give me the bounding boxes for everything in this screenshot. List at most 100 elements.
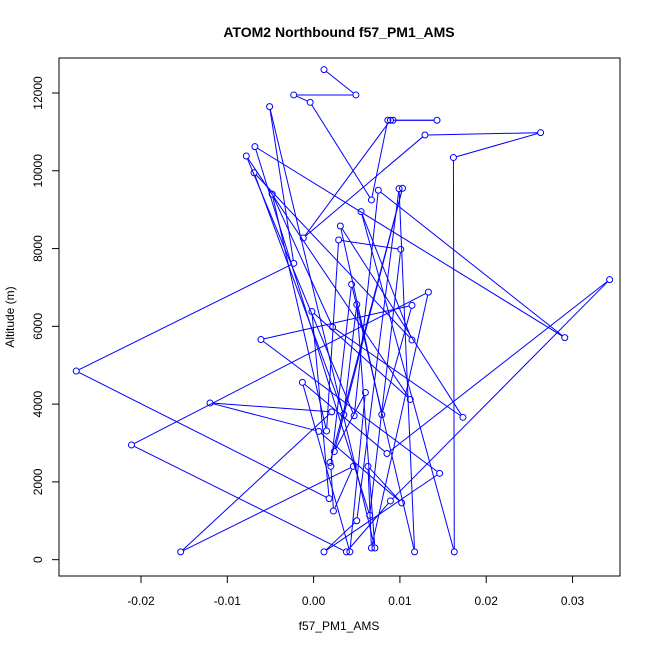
series-line-segment [334,328,461,417]
series-line-segment [325,522,355,551]
series-line-segment [311,104,371,198]
data-point [320,548,328,556]
data-point [315,427,323,435]
data-point [433,116,441,124]
series-line-segment [320,432,400,502]
series-line-segment [356,307,376,546]
series-line-segment [182,413,330,551]
series-line-segment [398,191,415,549]
series-line-segment [369,252,401,513]
data-point [367,196,375,204]
series-line-segment [456,133,538,158]
series-line-segment [254,175,344,412]
series-line-segment [330,287,352,464]
series-line-segment [305,136,423,237]
data-point [366,511,374,519]
data-point [384,116,392,124]
x-tick-label: 0.00 [302,594,326,608]
data-point [424,288,432,296]
series-line-segment [334,468,353,509]
series-line-segment [341,228,462,416]
series-line-segment [304,122,390,236]
series-line-segment [330,191,403,460]
data-point [386,497,394,505]
data-point [242,152,250,160]
data-point [353,301,361,309]
data-point [421,131,429,139]
series-line-segment [371,294,429,546]
series-line-segment [133,293,426,445]
series-line-segment [133,445,344,551]
data-point [352,91,360,99]
series-line-segment [246,158,354,414]
y-tick-label: 6000 [31,313,45,340]
plot-frame [58,57,621,577]
data-point [371,544,379,552]
data-point [537,129,545,137]
x-tick-label: 0.03 [561,594,585,608]
chart-title: ATOM2 Northbound f57_PM1_AMS [223,24,454,40]
data-point [298,378,306,386]
data-point [383,450,391,457]
y-tick-label: 8000 [31,235,45,262]
data-point [408,301,416,309]
data-point [266,103,274,111]
series-line-segment [353,193,379,413]
data-point [397,245,405,253]
data-point [389,116,397,124]
data-point [450,548,458,556]
data-point [177,548,185,556]
data-point [350,412,358,420]
y-tick-label: 12000 [31,76,45,110]
y-tick-label: 4000 [31,390,45,417]
series-line-segment [247,158,410,398]
series-line-segment [302,385,350,550]
data-point [436,469,444,477]
data-point [320,66,328,74]
series-line-segment [326,474,438,551]
data-point [251,143,259,151]
data-point [328,408,336,416]
data-point [367,544,375,552]
series-line-segment [369,468,400,502]
series-line-segment [255,149,370,513]
series-line-segment [389,281,608,453]
data-point [374,186,382,194]
y-tick-label: 0 [31,556,45,563]
data-point [206,399,214,407]
series-line-segment [255,174,411,339]
data-point [398,499,406,507]
data-point [411,548,419,556]
series-line-segment [382,308,412,412]
data-point [348,280,356,288]
y-tick-label: 10000 [31,154,45,188]
data-point [386,116,394,124]
x-axis: -0.02 -0.01 0.00 0.01 0.02 0.03 [127,576,585,608]
data-point [268,190,276,198]
series-line-segment [183,467,351,552]
series-line-segment [263,340,438,472]
series-line-segment [296,95,308,102]
x-axis-label: f57_PM1_AMS [299,619,380,633]
series-line-segment [361,214,412,338]
data-point [290,259,298,267]
series-line-segment [78,371,327,498]
x-tick-label: -0.02 [127,594,155,608]
series-line-segment [392,281,608,500]
series-line-segment [356,191,400,518]
series-line-segment [78,264,292,371]
series-line-segment [212,402,329,413]
x-tick-label: 0.01 [388,594,412,608]
series-line-segment [212,403,317,432]
series-line-segment [343,307,357,412]
data-point [329,323,337,331]
data-point [408,336,416,344]
series-line-segment [371,123,388,198]
data-point [250,169,258,177]
data-point [357,208,365,216]
data-series [72,66,614,556]
series-line-segment [272,196,327,429]
data-point [306,98,314,106]
data-point [335,236,343,244]
